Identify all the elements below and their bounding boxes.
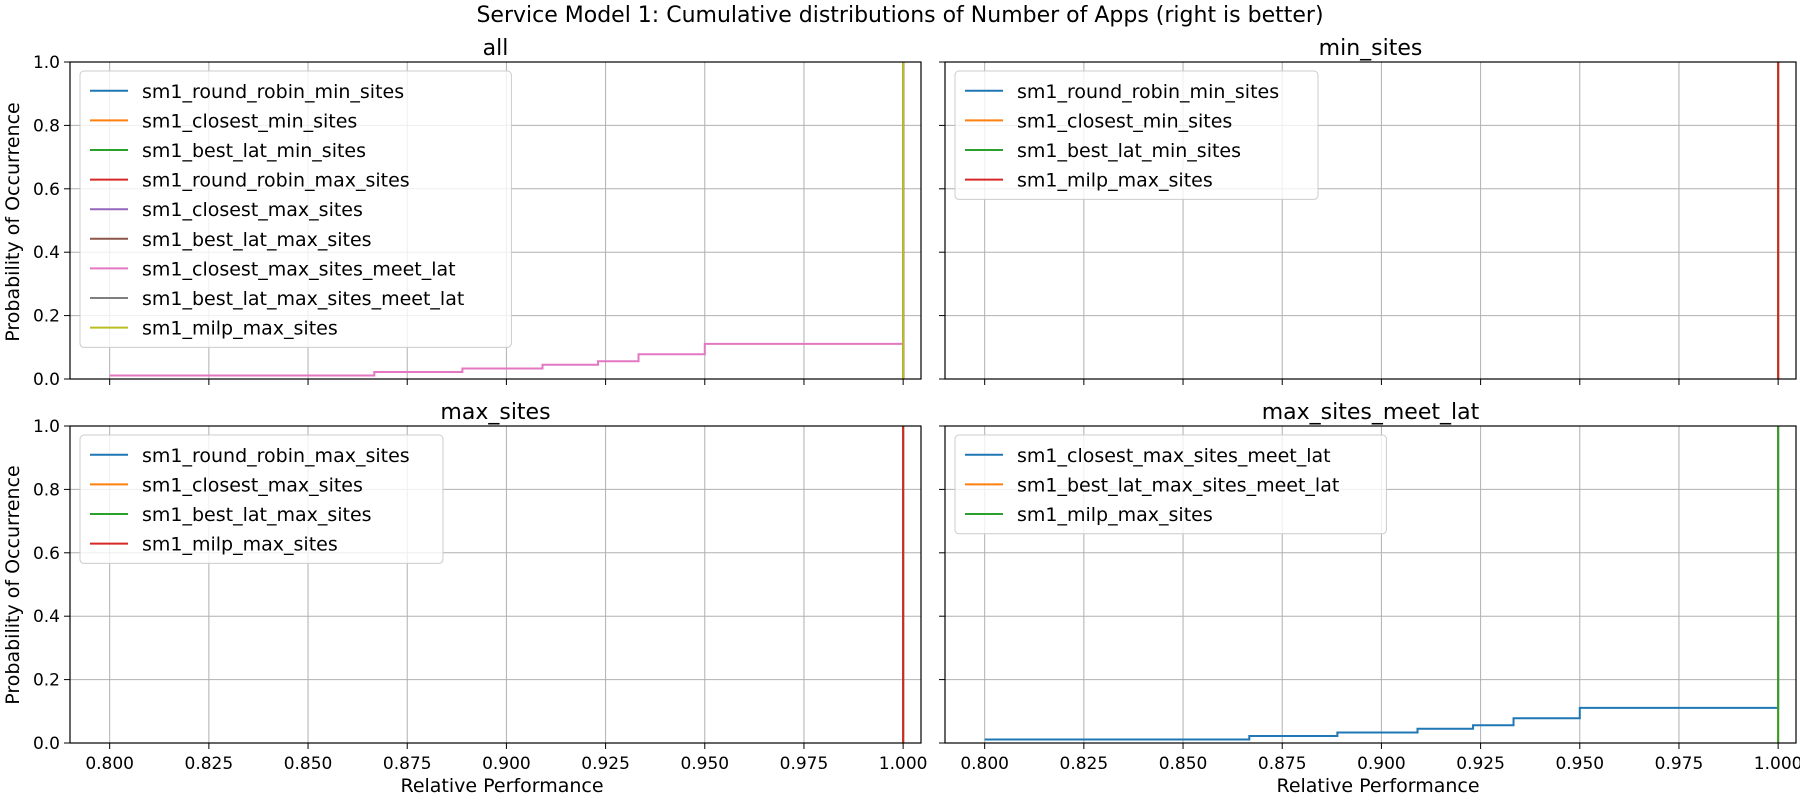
x-tick-label: 0.900 (482, 754, 531, 774)
x-tick-label: 0.800 (960, 754, 1009, 774)
legend-entry: sm1_best_lat_max_sites_meet_lat (1017, 474, 1339, 496)
y-tick-label: 0.8 (33, 116, 60, 136)
panel-all: 0.0 0.2 0.4 0.6 0.8 1.0 all sm1_round_robin_min… (33, 36, 922, 390)
figure-title: Service Model 1: Cumulative distribution… (476, 3, 1323, 28)
x-tick-label: 1.000 (879, 754, 928, 774)
x-tick-label: 0.925 (581, 754, 630, 774)
x-axis-label-right: Relative Performance (1276, 775, 1479, 797)
legend-entry: sm1_closest_max_sites_meet_lat (142, 258, 456, 280)
x-tick-label: 0.950 (680, 754, 729, 774)
y-tick-label: 0.0 (33, 734, 60, 754)
legend-entry: sm1_milp_max_sites (142, 534, 338, 556)
y-tick-label: 0.8 (33, 480, 60, 500)
legend-entry: sm1_best_lat_min_sites (142, 140, 366, 162)
legend-entry: sm1_best_lat_max_sites (142, 504, 372, 526)
y-tick-label: 0.2 (33, 671, 60, 691)
panel-min-sites: min_sites sm1_round_robin_min_sites sm1_cl… (939, 36, 1797, 385)
legend-entry: sm1_closest_max_sites (142, 474, 363, 496)
x-axis-label-left: Relative Performance (400, 775, 603, 797)
panel-title: max_sites (440, 400, 550, 425)
x-tick-label: 0.950 (1555, 754, 1604, 774)
panel-title: min_sites (1319, 36, 1423, 61)
series-line-all-6 (109, 62, 905, 377)
panel-title: all (483, 36, 509, 61)
axes-frame (944, 425, 1797, 744)
y-tick-label: 0.6 (33, 180, 60, 200)
y-tick-label: 0.2 (33, 307, 60, 327)
x-tick-label: 0.975 (1655, 754, 1704, 774)
legend-entry: sm1_round_robin_min_sites (142, 81, 404, 103)
legend-entry: sm1_best_lat_min_sites (1017, 140, 1241, 162)
legend-entry: sm1_closest_max_sites (142, 199, 363, 221)
legend-frame (954, 434, 1387, 535)
legend-entry: sm1_round_robin_min_sites (1017, 81, 1279, 103)
panel-title: max_sites_meet_lat (1262, 400, 1480, 425)
y-tick-label: 0.4 (33, 243, 60, 263)
legend-entry: sm1_closest_min_sites (1017, 110, 1232, 132)
series-line-max-sites-meet-lat-0 (984, 426, 1780, 741)
legend-frame (954, 70, 1319, 200)
legend-entry: sm1_round_robin_max_sites (142, 170, 410, 192)
axes-frame (69, 425, 922, 744)
x-tick-label: 0.900 (1357, 754, 1406, 774)
legend: sm1_closest_max_sites_meet_lat sm1_best_l… (954, 434, 1387, 535)
axes-frame (69, 61, 922, 380)
y-tick-label: 0.0 (33, 370, 60, 390)
x-tick-label: 0.850 (284, 754, 333, 774)
legend-entry: sm1_best_lat_max_sites (142, 229, 372, 251)
legend-entry: sm1_milp_max_sites (1017, 504, 1213, 526)
legend-entry: sm1_best_lat_max_sites_meet_lat (142, 288, 464, 310)
legend: sm1_round_robin_min_sites sm1_closest_min… (79, 70, 512, 348)
legend-entry: sm1_round_robin_max_sites (142, 445, 410, 467)
legend-entry: sm1_milp_max_sites (1017, 170, 1213, 192)
x-tick-label: 0.825 (1060, 754, 1109, 774)
y-tick-label: 1.0 (33, 53, 60, 73)
legend-entry: sm1_milp_max_sites (142, 318, 338, 340)
y-tick-label: 0.6 (33, 544, 60, 564)
x-tick-label: 0.875 (383, 754, 432, 774)
y-axis-label-bottom: Probability of Occurrence (2, 465, 24, 704)
x-tick-label: 0.925 (1456, 754, 1505, 774)
x-tick-label: 0.800 (85, 754, 134, 774)
y-tick-label: 0.4 (33, 607, 60, 627)
legend-frame (79, 70, 512, 348)
panel-max-sites-meet-lat: 0.800 0.825 0.850 0.875 0.900 0.925 0.950 0.975… (939, 400, 1800, 774)
legend: sm1_round_robin_min_sites sm1_closest_min… (954, 70, 1319, 200)
legend-entry: sm1_closest_max_sites_meet_lat (1017, 445, 1331, 467)
y-tick-label: 1.0 (33, 417, 60, 437)
legend-frame (79, 434, 444, 564)
x-tick-label: 0.850 (1159, 754, 1208, 774)
x-tick-label: 1.000 (1754, 754, 1800, 774)
panel-max-sites: 0.800 0.825 0.850 0.875 0.900 0.925 0.950 0.975… (33, 400, 928, 774)
x-tick-label: 0.875 (1258, 754, 1307, 774)
x-tick-label: 0.975 (780, 754, 829, 774)
y-axis-label-top: Probability of Occurrence (2, 102, 24, 341)
axes-frame (944, 61, 1797, 380)
legend: sm1_round_robin_max_sites sm1_closest_max… (79, 434, 444, 564)
x-tick-label: 0.825 (185, 754, 234, 774)
legend-entry: sm1_closest_min_sites (142, 110, 357, 132)
